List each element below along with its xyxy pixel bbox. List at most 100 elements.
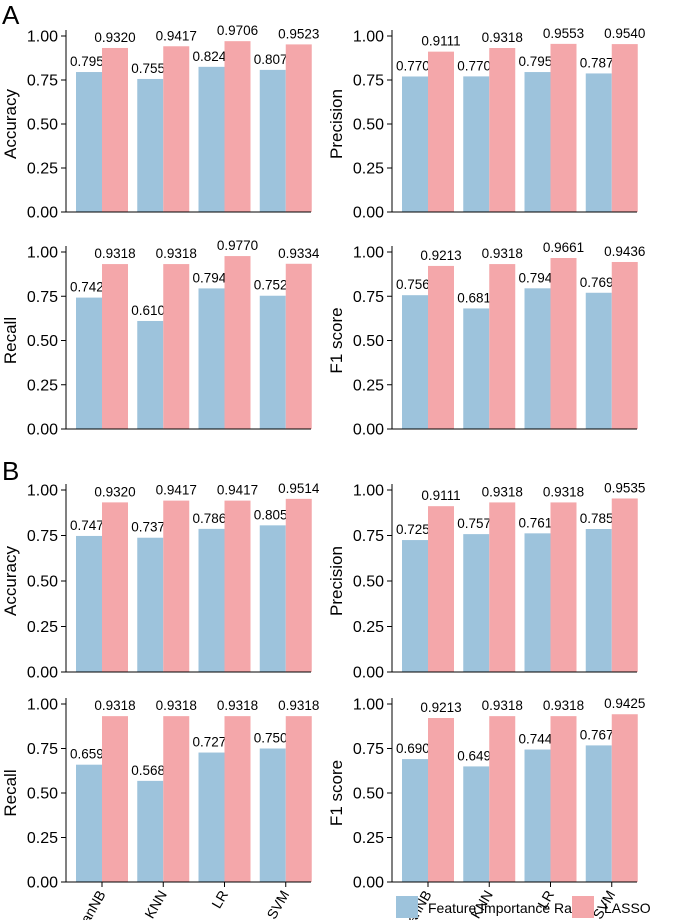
y-tick-label: 0.75 <box>27 528 58 545</box>
bar-lasso-lr <box>550 258 577 429</box>
bar-feature-importance-svm <box>259 69 286 212</box>
bar-feature-importance-svm <box>585 292 612 429</box>
bar-feature-importance-gaussiannb <box>76 535 102 672</box>
bar-value-label: 0.8058 <box>254 507 295 522</box>
bar-lasso-svm <box>285 716 312 882</box>
bar-value-label: 0.9318 <box>482 484 523 499</box>
y-axis-title: F1 score <box>327 760 346 826</box>
bar-value-label: 0.7500 <box>254 731 295 746</box>
y-tick-label: 0.00 <box>353 665 384 682</box>
bar-value-label: 0.7576 <box>457 516 498 531</box>
bar-value-label: 0.9436 <box>604 244 645 259</box>
bar-value-label: 0.7864 <box>193 511 235 526</box>
bar-feature-importance-knn <box>463 766 490 882</box>
bar-value-label: 0.6103 <box>131 303 172 318</box>
bar-value-label: 0.9770 <box>217 238 258 253</box>
bar-value-label: 0.9318 <box>482 30 523 45</box>
y-tick-label: 0.50 <box>353 117 384 134</box>
bar-feature-importance-gaussiannb <box>402 76 428 212</box>
bar-feature-importance-knn <box>463 534 490 672</box>
bar-lasso-knn <box>489 502 516 672</box>
y-tick-label: 0.75 <box>353 741 384 758</box>
bar-lasso-svm <box>285 44 312 212</box>
bar-value-label: 0.6494 <box>457 748 499 763</box>
bar-lasso-knn <box>489 716 516 882</box>
y-tick-label: 0.25 <box>27 161 58 178</box>
y-tick-label: 1.00 <box>27 697 58 714</box>
bar-value-label: 0.7424 <box>70 280 112 295</box>
bar-value-label: 0.9320 <box>94 484 135 499</box>
y-tick-label: 0.75 <box>353 528 384 545</box>
y-axis-title: Accuracy <box>1 546 20 616</box>
bar-feature-importance-svm <box>259 295 286 429</box>
bar-feature-importance-gaussiannb <box>402 759 428 882</box>
y-tick-label: 0.00 <box>353 422 384 439</box>
bar-value-label: 0.9318 <box>217 698 258 713</box>
y-tick-label: 0.25 <box>353 830 384 847</box>
bar-feature-importance-svm <box>259 525 286 672</box>
bar-feature-importance-gaussiannb <box>402 295 428 429</box>
bar-value-label: 0.9318 <box>156 246 197 261</box>
bar-value-label: 0.9318 <box>278 698 319 713</box>
legend-label: LASSO <box>604 900 651 916</box>
x-tick-label: LR <box>534 888 557 912</box>
y-axis-title: Precision <box>327 546 346 616</box>
legend: Feature Importance Rank LASSO <box>396 896 651 918</box>
bar-value-label: 0.9661 <box>543 240 584 255</box>
y-tick-label: 0.00 <box>27 875 58 892</box>
bar-value-label: 0.9318 <box>482 698 523 713</box>
bar-value-label: 0.9111 <box>421 488 460 503</box>
bar-value-label: 0.9514 <box>278 481 320 496</box>
bar-value-label: 0.9213 <box>420 248 461 263</box>
y-tick-label: 1.00 <box>27 483 58 500</box>
y-tick-label: 0.50 <box>353 786 384 803</box>
bar-value-label: 0.7697 <box>580 275 621 290</box>
bar-lasso-gaussiannb <box>102 47 128 212</box>
legend-swatch <box>396 896 418 918</box>
bar-feature-importance-knn <box>137 537 164 672</box>
y-tick-label: 0.25 <box>353 377 384 394</box>
bar-lasso-lr <box>550 716 577 882</box>
bar-value-label: 0.7857 <box>580 511 621 526</box>
y-tick-label: 1.00 <box>353 697 384 714</box>
bar-lasso-gaussiannb <box>102 716 128 882</box>
bar-value-label: 0.7705 <box>457 58 498 73</box>
bar-lasso-gaussiannb <box>102 264 128 429</box>
y-tick-label: 1.00 <box>353 29 384 46</box>
bar-value-label: 0.6811 <box>457 290 497 305</box>
bar-lasso-knn <box>163 46 190 212</box>
bar-value-label: 0.9213 <box>420 700 461 715</box>
bar-feature-importance-gaussiannb <box>76 72 102 213</box>
bar-value-label: 0.8075 <box>254 52 295 67</box>
bar-value-label: 0.7559 <box>131 61 172 76</box>
chart-a-precision: Precision 0.00 0.25 0.50 0.75 1.00 0.7700 0.911… <box>327 26 645 222</box>
bar-lasso-knn <box>489 264 516 429</box>
y-tick-label: 0.00 <box>353 205 384 222</box>
bar-lasso-lr <box>224 716 251 882</box>
bar-feature-importance-svm <box>259 748 286 882</box>
bar-value-label: 0.9523 <box>278 26 319 41</box>
y-axis-title: Precision <box>327 89 346 159</box>
panel-letter-a: A <box>2 0 20 30</box>
y-tick-label: 0.75 <box>27 289 58 306</box>
bar-feature-importance-knn <box>137 320 164 429</box>
bar-feature-importance-lr <box>198 66 225 212</box>
y-tick-label: 0.25 <box>27 377 58 394</box>
bar-value-label: 0.9318 <box>482 246 523 261</box>
y-tick-label: 0.75 <box>353 73 384 90</box>
x-tick-label: GaussianNB <box>55 888 108 920</box>
y-tick-label: 0.50 <box>27 574 58 591</box>
chart-b-precision: Precision 0.00 0.25 0.50 0.75 1.00 0.7250 0.911… <box>327 480 645 681</box>
bar-lasso-knn <box>163 264 190 429</box>
y-tick-label: 0.50 <box>27 333 58 350</box>
bar-lasso-lr <box>550 43 577 212</box>
y-tick-label: 0.50 <box>353 333 384 350</box>
chart-b-accuracy: Accuracy 0.00 0.25 0.50 0.75 1.00 0.7475 0.9320… <box>1 481 320 682</box>
y-tick-label: 0.00 <box>27 422 58 439</box>
bar-lasso-lr <box>550 502 577 672</box>
y-tick-label: 1.00 <box>353 245 384 262</box>
y-tick-label: 1.00 <box>27 245 58 262</box>
bar-value-label: 0.9553 <box>543 26 584 41</box>
bar-lasso-knn <box>489 48 516 212</box>
